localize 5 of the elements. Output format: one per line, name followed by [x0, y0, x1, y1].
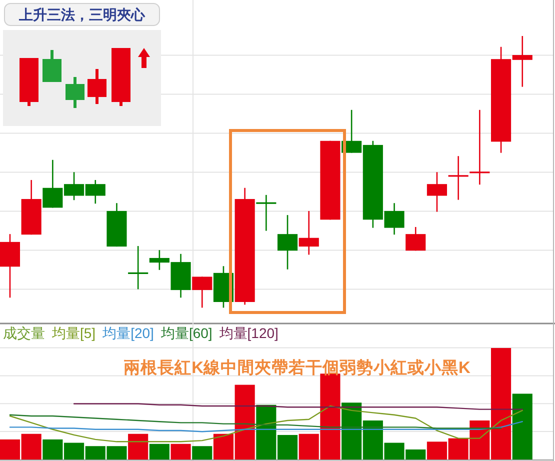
series-names: 均量[5] 均量[20] 均量[60] 均量[120] [52, 325, 278, 341]
annotation: 兩根長紅K線中間夾帶若干個弱勢小紅或小黑K [124, 358, 470, 377]
title-box: 上升三法，三明夾心 [4, 3, 160, 26]
chart-title: 成交量 [3, 325, 45, 341]
chart-title: 上升三法，三明夾心 [18, 6, 146, 22]
